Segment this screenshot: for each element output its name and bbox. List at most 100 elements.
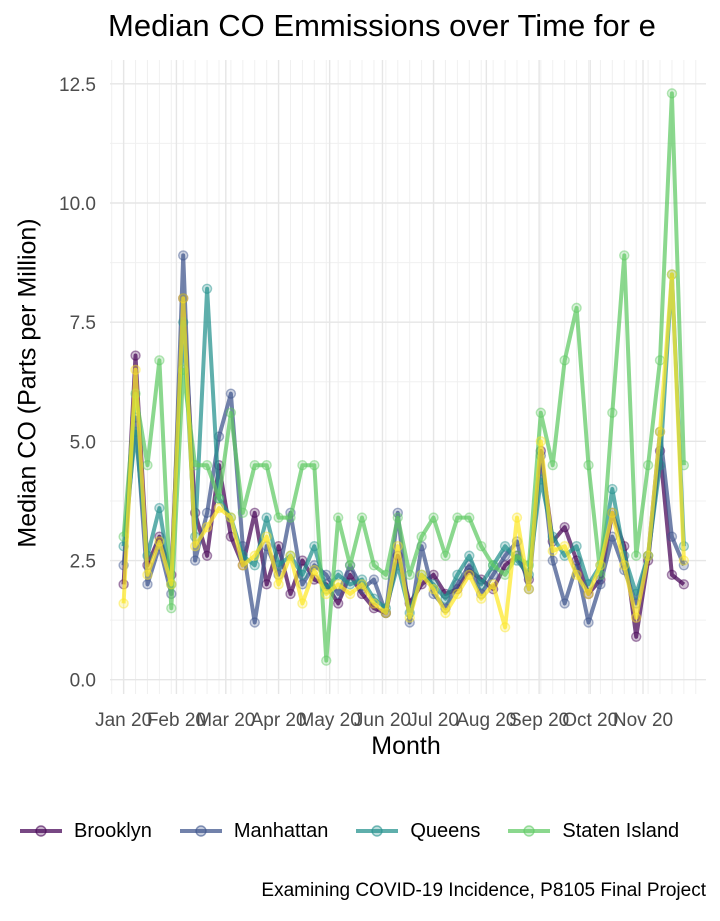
data-point — [261, 531, 272, 542]
legend-label: Staten Island — [562, 819, 680, 842]
data-point — [154, 502, 165, 514]
data-point — [285, 588, 296, 600]
data-point — [213, 502, 225, 514]
series-line — [121, 91, 686, 663]
data-point — [297, 569, 308, 581]
data-point — [535, 436, 547, 447]
data-point — [142, 579, 153, 590]
data-point — [511, 512, 523, 523]
y-tick-label: 0.0 — [70, 671, 96, 692]
data-point — [607, 483, 618, 495]
data-point — [261, 459, 272, 471]
data-point — [380, 607, 392, 619]
data-point — [249, 507, 260, 519]
data-point — [285, 512, 296, 523]
legend-swatch — [179, 825, 222, 837]
data-point — [189, 541, 201, 552]
data-point — [642, 550, 654, 561]
data-point — [428, 512, 439, 523]
data-point — [559, 521, 570, 533]
data-point — [332, 512, 344, 523]
data-point — [201, 283, 213, 295]
y-tick-label: 2.5 — [70, 552, 96, 573]
data-point — [666, 88, 678, 99]
data-point — [452, 512, 463, 523]
data-point — [666, 269, 678, 280]
data-point — [476, 541, 487, 552]
data-point — [166, 579, 177, 590]
data-point — [237, 560, 249, 571]
data-point — [332, 598, 344, 609]
data-point — [654, 426, 666, 438]
data-point — [249, 617, 260, 628]
legend-swatch — [20, 825, 62, 837]
data-point — [344, 560, 356, 571]
legend-swatch — [508, 825, 551, 837]
data-point — [225, 512, 237, 523]
data-point — [392, 541, 403, 552]
data-point — [189, 555, 201, 566]
data-point — [154, 536, 165, 547]
data-point — [595, 579, 606, 590]
data-point — [309, 459, 320, 471]
data-point — [583, 588, 594, 600]
legend-marker — [371, 825, 384, 837]
data-point — [678, 555, 690, 566]
data-point — [130, 364, 141, 376]
data-point — [666, 569, 678, 581]
data-point — [273, 579, 284, 590]
legend-label: Manhattan — [233, 819, 329, 842]
data-point — [559, 598, 570, 609]
data-point — [416, 531, 427, 542]
data-point — [225, 407, 237, 418]
data-point — [201, 521, 213, 533]
data-point — [499, 569, 511, 581]
legend: Brooklyn Manhattan Queens Staten Island — [18, 818, 705, 844]
data-point — [595, 560, 606, 571]
data-point — [630, 550, 642, 561]
data-point — [368, 574, 380, 585]
x-tick-label: Feb 20 — [147, 710, 206, 731]
data-point — [547, 555, 558, 566]
data-point — [571, 569, 582, 581]
data-point — [630, 631, 642, 642]
data-point — [476, 593, 487, 604]
chart-caption: Examining COVID-19 Incidence, P8105 Fina… — [261, 880, 706, 901]
data-point — [178, 250, 189, 261]
data-point — [678, 560, 690, 571]
data-point — [309, 564, 320, 576]
data-point — [535, 407, 547, 418]
data-point — [130, 350, 141, 361]
legend-item: Brooklyn — [18, 818, 152, 844]
x-tick-label: Mar 20 — [196, 710, 255, 731]
data-point — [547, 545, 558, 557]
data-point — [464, 512, 475, 523]
data-point — [332, 579, 344, 590]
legend-item: Staten Island — [506, 818, 679, 844]
chart-title: Median CO Emmissions over Time for e — [108, 8, 656, 43]
data-point — [142, 459, 153, 471]
data-point — [368, 560, 380, 571]
data-point — [321, 655, 332, 666]
data-point — [487, 560, 499, 571]
data-point — [428, 583, 439, 595]
legend-item: Manhattan — [178, 818, 329, 844]
data-point — [344, 588, 356, 600]
data-point — [440, 607, 451, 619]
x-axis-label: Month — [371, 732, 441, 760]
data-point — [166, 602, 177, 614]
x-tick-label: Jun 20 — [354, 710, 411, 731]
data-point — [237, 507, 249, 519]
y-tick-label: 7.5 — [70, 313, 96, 334]
legend-item: Queens — [354, 818, 480, 844]
x-tick-label: May 20 — [299, 710, 361, 731]
data-point — [619, 560, 630, 571]
data-point — [344, 579, 356, 590]
data-point — [630, 612, 642, 623]
x-tick-label: Jan 20 — [95, 710, 152, 731]
data-point — [464, 569, 475, 581]
data-point — [368, 598, 380, 609]
data-point — [476, 579, 487, 590]
data-point — [464, 550, 475, 561]
